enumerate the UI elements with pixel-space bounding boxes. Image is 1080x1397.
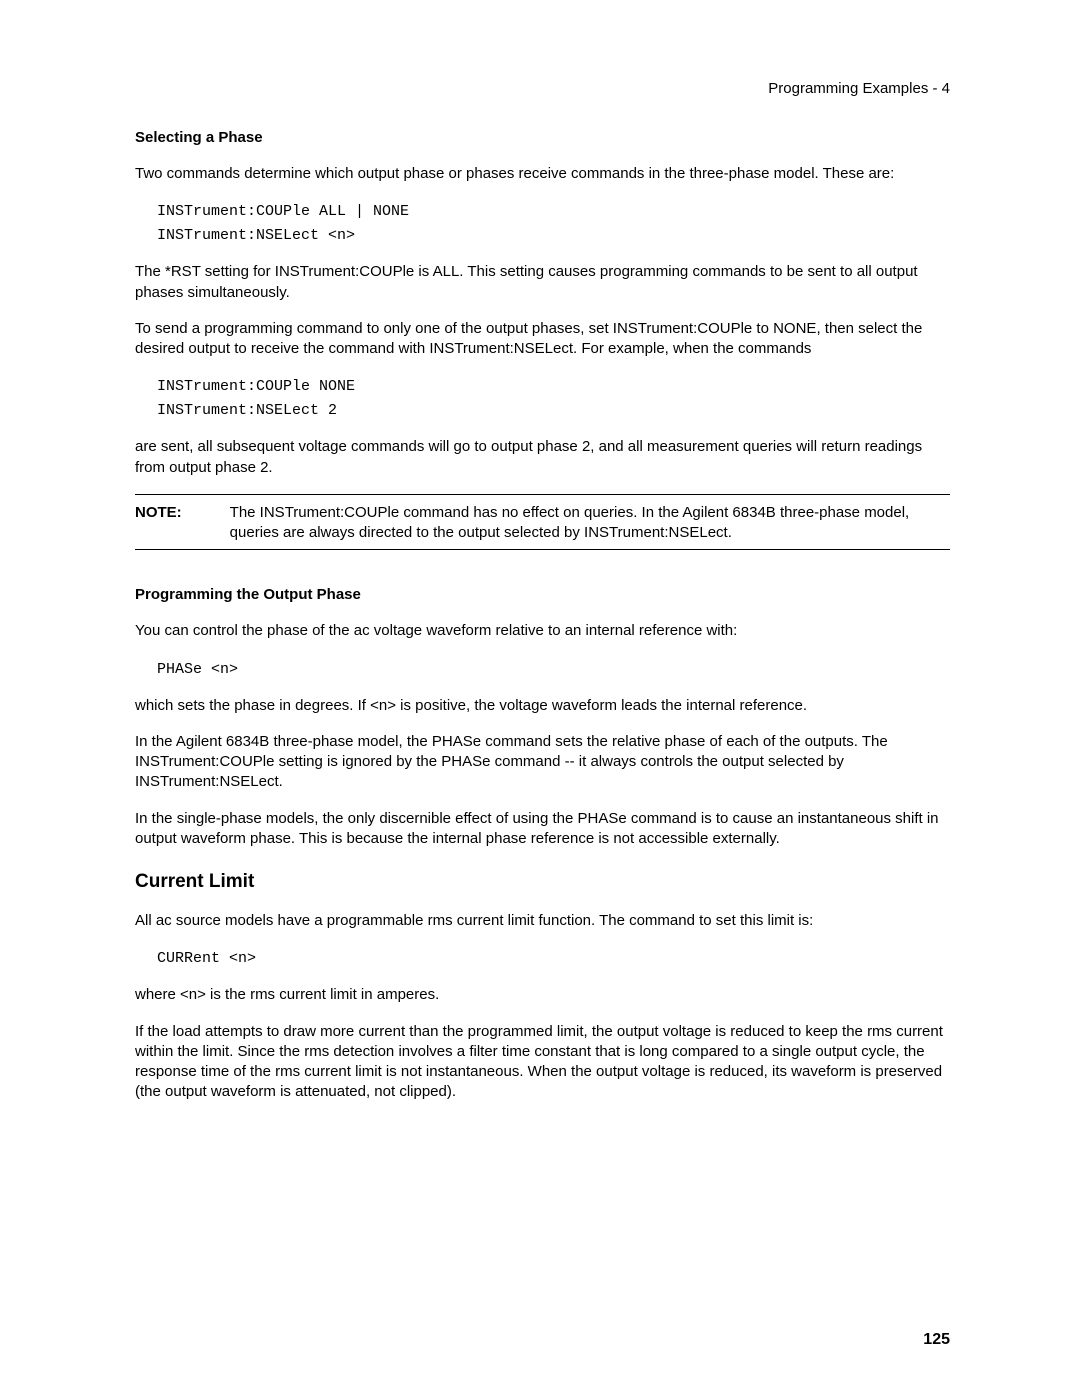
- heading-programming-output-phase: Programming the Output Phase: [135, 586, 950, 603]
- divider: [135, 494, 950, 495]
- paragraph: You can control the phase of the ac volt…: [135, 621, 950, 641]
- code-block: CURRent <n>: [157, 947, 950, 971]
- page-number: 125: [923, 1331, 950, 1349]
- note-label: NOTE:: [135, 503, 182, 544]
- paragraph: In the single-phase models, the only dis…: [135, 809, 950, 850]
- code-block: PHASe <n>: [157, 658, 950, 682]
- divider: [135, 549, 950, 550]
- paragraph: The *RST setting for INSTrument:COUPle i…: [135, 262, 950, 303]
- paragraph: To send a programming command to only on…: [135, 319, 950, 360]
- note-text: The INSTrument:COUPle command has no eff…: [230, 503, 950, 544]
- page: Programming Examples - 4 Selecting a Pha…: [0, 0, 1080, 1397]
- section-header: Programming Examples - 4: [135, 80, 950, 97]
- paragraph: All ac source models have a programmable…: [135, 911, 950, 931]
- heading-selecting-phase: Selecting a Phase: [135, 129, 950, 146]
- paragraph: which sets the phase in degrees. If <n> …: [135, 696, 950, 716]
- heading-current-limit: Current Limit: [135, 871, 950, 893]
- paragraph: In the Agilent 6834B three-phase model, …: [135, 732, 950, 793]
- paragraph: are sent, all subsequent voltage command…: [135, 437, 950, 478]
- code-block: INSTrument:COUPle NONE INSTrument:NSELec…: [157, 375, 950, 423]
- code-block: INSTrument:COUPle ALL | NONE INSTrument:…: [157, 200, 950, 248]
- note-row: NOTE: The INSTrument:COUPle command has …: [135, 503, 950, 544]
- paragraph: where <n> is the rms current limit in am…: [135, 985, 950, 1005]
- paragraph: Two commands determine which output phas…: [135, 164, 950, 184]
- paragraph: If the load attempts to draw more curren…: [135, 1022, 950, 1103]
